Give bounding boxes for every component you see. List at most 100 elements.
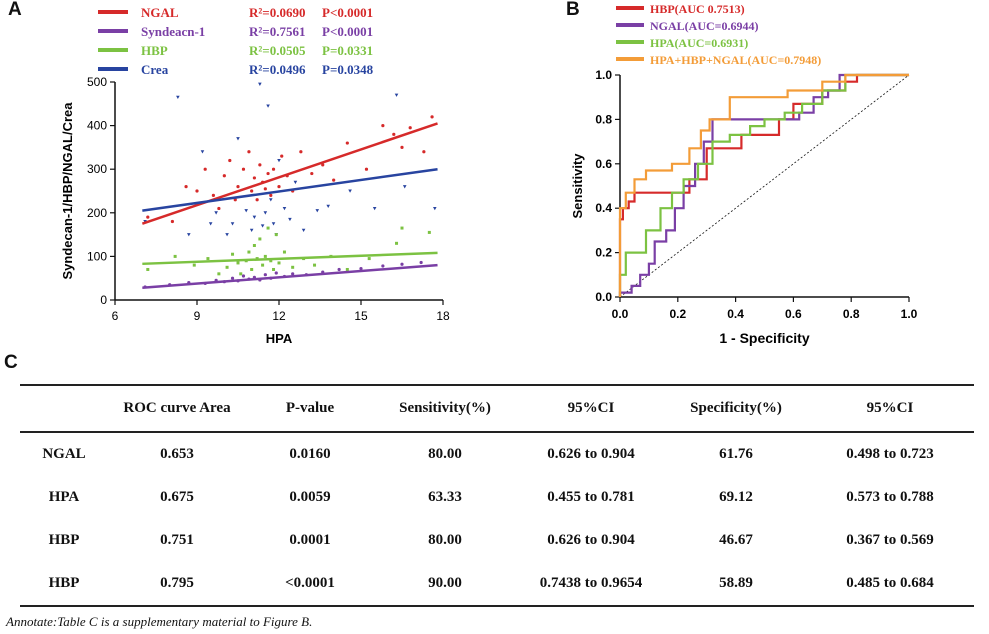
table-row: NGAL 0.653 0.0160 80.00 0.626 to 0.904 61.76 0… bbox=[20, 432, 974, 476]
x-tick-label: 6 bbox=[112, 309, 119, 323]
x-tick-label: 0.8 bbox=[843, 307, 860, 321]
data-point-crea bbox=[230, 222, 235, 226]
data-point-hbp bbox=[217, 272, 221, 276]
data-point-hbp bbox=[231, 252, 235, 256]
data-point-ngal bbox=[332, 178, 336, 182]
data-point-ngal bbox=[392, 132, 396, 136]
data-point-ngal bbox=[146, 215, 150, 219]
data-point-crea bbox=[277, 158, 281, 163]
data-point-ngal bbox=[310, 171, 314, 176]
data-point-ngal bbox=[241, 167, 246, 171]
data-point-hbp bbox=[400, 226, 404, 230]
data-point-crea bbox=[348, 189, 352, 193]
data-point-ngal bbox=[381, 124, 385, 128]
data-point-hbp bbox=[258, 237, 262, 241]
data-point-ngal bbox=[345, 141, 349, 145]
row-label-cell: HBP bbox=[48, 532, 80, 549]
data-point-ngal bbox=[277, 185, 281, 189]
data-point-ngal bbox=[422, 150, 426, 154]
data-point-hbp bbox=[252, 244, 256, 247]
data-point-hbp bbox=[247, 250, 251, 254]
table-cell: 69.12 bbox=[719, 488, 753, 505]
data-point-ngal bbox=[255, 198, 259, 202]
roc-curves bbox=[618, 73, 909, 297]
table-cell: 0.0001 bbox=[289, 532, 331, 549]
table-cell: 0.0059 bbox=[289, 488, 331, 505]
data-point-ngal bbox=[170, 219, 174, 224]
legend-label: NGAL(AUC=0.6944) bbox=[650, 19, 759, 33]
legend-p: P=0.0331 bbox=[322, 43, 373, 58]
roc-summary-table: ROC curve Area P-value Sensitivity(%) 95%CI… bbox=[20, 384, 974, 607]
y-tick-label: 0.0 bbox=[595, 290, 612, 304]
data-point-crea bbox=[288, 217, 292, 222]
regression-lines bbox=[141, 122, 438, 290]
data-point-ngal bbox=[211, 193, 215, 197]
y-tick-label: 400 bbox=[87, 119, 107, 133]
data-point-ngal bbox=[269, 193, 273, 197]
roc-curve bbox=[618, 73, 909, 297]
table-cell: 46.67 bbox=[719, 532, 753, 549]
data-point-crea bbox=[187, 233, 191, 237]
table-cell: 0.653 bbox=[160, 445, 194, 462]
regression-line-crea bbox=[142, 167, 438, 212]
table-header-cell: Specificity(%) bbox=[690, 400, 782, 416]
data-point-ngal bbox=[299, 150, 303, 154]
table-cell: 0.626 to 0.904 bbox=[547, 445, 635, 462]
regression-line-syndeacn-1 bbox=[142, 263, 438, 290]
data-point-syndeacn-1 bbox=[337, 267, 341, 272]
x-tick-label: 0.0 bbox=[612, 307, 629, 321]
panel-a-label: A bbox=[8, 0, 22, 20]
data-point-ngal bbox=[408, 126, 412, 130]
panel-b-label: B bbox=[566, 0, 580, 20]
regression-line-hbp bbox=[142, 251, 438, 266]
roc-chart: HBP(AUC 0.7513) NGAL(AUC=0.6944) HPA(AUC=0… bbox=[570, 2, 918, 346]
regression-line-ngal bbox=[141, 122, 438, 225]
x-tick-label: 9 bbox=[194, 309, 201, 323]
x-tick-label: 15 bbox=[354, 309, 368, 323]
data-point-crea bbox=[258, 82, 262, 86]
data-point-hbp bbox=[192, 263, 196, 267]
x-axis-title: HPA bbox=[266, 331, 293, 346]
table-row: HBP 0.751 0.0001 80.00 0.626 to 0.904 46.67 0.… bbox=[20, 519, 974, 563]
data-point-ngal bbox=[195, 189, 199, 193]
table-cell: 0.498 to 0.723 bbox=[846, 445, 934, 462]
row-label-cell: HBP bbox=[48, 575, 80, 592]
data-point-ngal bbox=[217, 206, 221, 211]
data-point-ngal bbox=[430, 115, 434, 119]
row-label-cell: HPA bbox=[48, 488, 80, 505]
data-point-syndeacn-1 bbox=[359, 267, 363, 271]
table-cell: 0.751 bbox=[160, 532, 194, 549]
data-point-hbp bbox=[225, 265, 229, 269]
data-point-syndeacn-1 bbox=[274, 271, 278, 275]
legend-p: P<0.0001 bbox=[322, 24, 373, 39]
data-point-hbp bbox=[239, 272, 243, 276]
x-axis-title: 1 - Specificity bbox=[719, 330, 809, 346]
scatter-chart-hpa: NGAL R²=0.0690 P<0.0001 Syndeacn-1 R²=0.7561… bbox=[60, 5, 450, 346]
data-point-crea bbox=[225, 233, 229, 237]
table-cell: 0.367 to 0.569 bbox=[846, 532, 934, 549]
data-point-crea bbox=[433, 206, 437, 211]
table-cell: 0.626 to 0.904 bbox=[547, 532, 635, 549]
data-point-crea bbox=[394, 93, 399, 97]
data-point-ngal bbox=[252, 176, 256, 180]
data-point-syndeacn-1 bbox=[263, 273, 267, 277]
table-cell: 0.485 to 0.684 bbox=[846, 575, 934, 592]
data-point-crea bbox=[282, 206, 287, 211]
table-cell: 0.573 to 0.788 bbox=[846, 488, 934, 505]
data-point-ngal bbox=[280, 154, 284, 158]
roc-curve bbox=[618, 73, 909, 297]
table-row: HBP 0.795 <0.0001 90.00 0.7438 to 0.9654 58.8… bbox=[20, 563, 974, 607]
data-point-crea bbox=[269, 198, 273, 202]
table-header-cell: P-value bbox=[285, 400, 335, 416]
data-point-hbp bbox=[250, 267, 254, 271]
y-tick-label: 0.4 bbox=[595, 201, 612, 215]
legend-label: HPA(AUC=0.6931) bbox=[650, 36, 748, 50]
data-point-crea bbox=[372, 206, 377, 211]
data-point-ngal bbox=[364, 167, 369, 171]
data-point-hbp bbox=[206, 257, 210, 261]
legend-label: NGAL bbox=[141, 5, 179, 20]
data-point-hbp bbox=[261, 263, 265, 267]
data-point-hbp bbox=[277, 261, 281, 265]
data-point-ngal bbox=[228, 158, 232, 163]
y-tick-label: 300 bbox=[87, 162, 107, 176]
